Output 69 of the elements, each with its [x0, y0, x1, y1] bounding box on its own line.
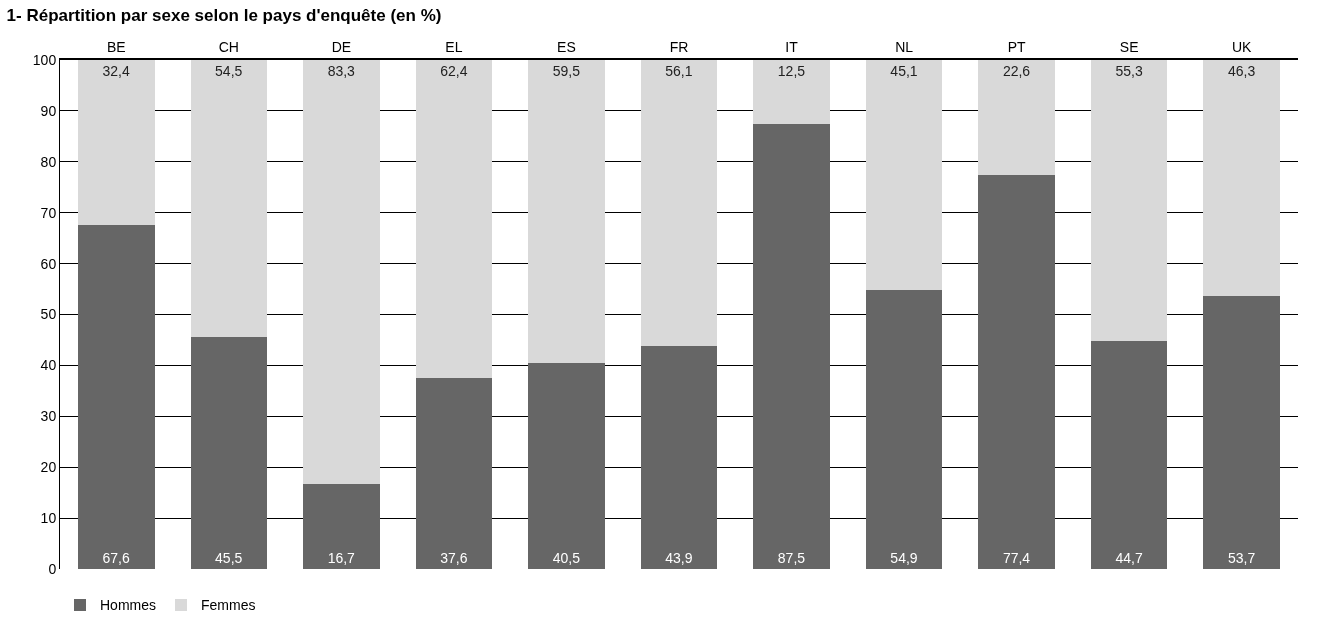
y-tick-label: 20 [40, 459, 57, 476]
x-tick-label: FR [669, 39, 689, 56]
y-tick-label: 10 [40, 510, 57, 526]
data-label: 59,5 [552, 63, 581, 79]
bar [528, 60, 605, 363]
x-tick-label: UK [1232, 39, 1253, 56]
x-tick-label: ES [557, 39, 576, 56]
bar [1090, 341, 1168, 569]
data-label: 44,7 [1115, 550, 1143, 566]
data-label: 40,5 [552, 550, 581, 566]
data-label: 83,3 [327, 63, 356, 79]
bar [640, 345, 718, 569]
x-tick-label: CH [218, 39, 239, 56]
bar [303, 484, 380, 569]
y-tick-label: 80 [40, 153, 57, 170]
legend-label: Femmes [201, 597, 256, 614]
bar [865, 60, 943, 290]
x-tick-label: NL [895, 39, 914, 56]
data-label: 54,9 [890, 550, 918, 566]
data-label: 56,1 [665, 63, 693, 79]
bar [753, 60, 830, 124]
bar [753, 123, 830, 569]
bar [415, 60, 493, 378]
bar [78, 60, 155, 225]
data-label: 67,6 [102, 550, 131, 566]
y-tick-label: 70 [40, 204, 57, 221]
data-label: 37,6 [440, 550, 468, 566]
x-tick-label: BE [106, 39, 126, 56]
y-tick-label: 100 [32, 51, 57, 68]
data-label: 16,7 [327, 550, 356, 566]
data-label: 32,4 [102, 63, 131, 79]
bar [640, 60, 718, 346]
x-tick-label: IT [785, 39, 799, 56]
y-tick-label: 30 [40, 408, 57, 425]
bar [303, 60, 380, 484]
bar [1090, 60, 1168, 342]
y-tick-label: 0 [48, 560, 57, 577]
bar [865, 289, 943, 569]
legend-label: Hommes [100, 597, 157, 614]
data-label: 12,5 [777, 63, 806, 79]
x-tick-label: SE [1119, 39, 1139, 56]
bar [978, 60, 1055, 176]
bar [1203, 60, 1280, 296]
data-label: 77,4 [1002, 550, 1031, 566]
data-label: 45,5 [215, 550, 243, 566]
bar [1203, 295, 1280, 569]
y-tick-label: 90 [40, 102, 57, 119]
y-tick-label: 60 [40, 255, 57, 272]
data-label: 54,5 [215, 63, 243, 79]
x-tick-label: PT [1007, 39, 1027, 56]
bar [190, 337, 268, 569]
bar [190, 60, 268, 338]
bar [528, 362, 605, 569]
data-label: 53,7 [1227, 550, 1256, 566]
bar [78, 224, 155, 569]
data-label: 55,3 [1115, 63, 1143, 79]
chart-title: 1- Répartition par sexe selon le pays d'enquête (en %) [6, 6, 442, 26]
data-label: 43,9 [665, 550, 693, 566]
data-label: 87,5 [777, 550, 806, 566]
bar [978, 175, 1055, 569]
data-label: 22,6 [1002, 63, 1031, 79]
x-tick-label: DE [331, 39, 352, 56]
bar [415, 377, 493, 569]
data-label: 45,1 [890, 63, 918, 79]
y-tick-label: 40 [40, 357, 57, 374]
data-label: 62,4 [440, 63, 468, 79]
data-label: 46,3 [1227, 63, 1256, 79]
y-tick-label: 50 [40, 306, 57, 323]
x-tick-label: EL [445, 39, 463, 56]
